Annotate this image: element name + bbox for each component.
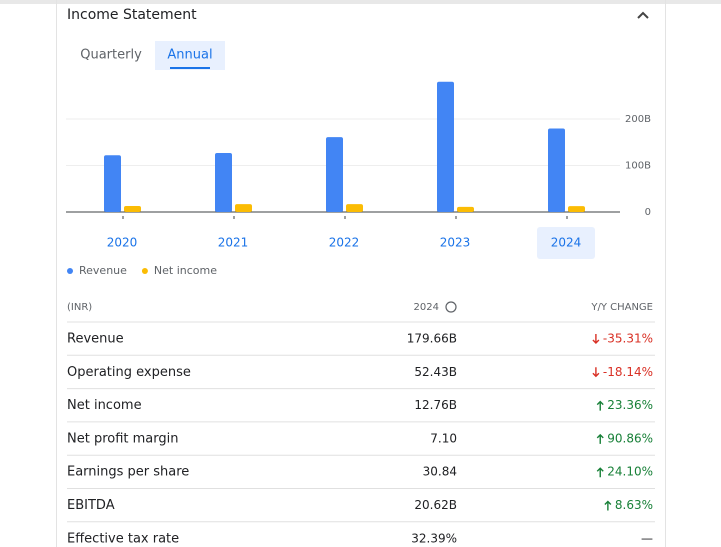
tab-underline <box>170 67 210 69</box>
bar <box>457 206 474 212</box>
bar <box>104 155 121 212</box>
row-value: 7.10 <box>430 431 457 445</box>
row-value: 12.76B <box>414 398 457 412</box>
row-label: Effective tax rate <box>67 531 179 546</box>
trend-arrow <box>604 500 612 511</box>
row-value: 52.43B <box>414 365 457 379</box>
y-tick-label: 100B <box>625 161 651 172</box>
trend-arrow <box>592 367 600 378</box>
bar <box>235 204 252 212</box>
tab-selected-bg <box>155 41 225 70</box>
x-tick-label[interactable]: 2020 <box>107 236 138 250</box>
row-change: -35.31% <box>603 332 653 346</box>
row-change: -18.14% <box>603 365 653 379</box>
trend-arrow <box>596 467 604 478</box>
chart: 0 100B 200B 2020 2021 2022 2023 2024 Revenue Net … <box>66 81 651 277</box>
row-value: 20.62B <box>414 498 457 512</box>
bar <box>346 204 363 212</box>
bar <box>124 205 141 212</box>
legend-label: Revenue <box>79 264 127 277</box>
bar <box>326 137 343 212</box>
year-selected-bg <box>537 227 595 259</box>
row-label: Net income <box>67 398 142 413</box>
trend-arrow <box>596 433 604 444</box>
row-change: 23.36% <box>607 398 653 412</box>
bar <box>215 152 232 212</box>
row-value: 30.84 <box>423 465 457 479</box>
x-tick-label[interactable]: 2023 <box>440 236 471 250</box>
row-label: EBITDA <box>67 498 115 513</box>
row-change: — <box>641 531 653 545</box>
column-header: (INR) <box>67 302 92 313</box>
row-label: Revenue <box>67 332 124 347</box>
x-tick-label[interactable]: 2024 <box>551 236 582 250</box>
trend-arrow <box>592 334 600 344</box>
legend-dot <box>141 268 148 274</box>
y-tick-label: 0 <box>645 207 651 218</box>
legend-label: Net income <box>154 264 217 277</box>
legend-dot <box>67 268 73 274</box>
row-change: 90.86% <box>607 431 653 445</box>
bar <box>548 128 565 212</box>
column-header: 2024 <box>414 302 439 313</box>
top-shadow <box>0 0 721 4</box>
row-change: 8.63% <box>615 498 653 512</box>
row-value: 32.39% <box>411 531 457 545</box>
info-icon[interactable] <box>445 301 457 313</box>
row-value: 179.66B <box>407 332 457 346</box>
y-tick-label: 200B <box>625 114 651 125</box>
bar <box>568 206 585 212</box>
tab[interactable]: Annual <box>167 48 212 63</box>
section-title: Income Statement <box>67 7 197 23</box>
row-label: Net profit margin <box>67 431 178 446</box>
x-tick-label[interactable]: 2022 <box>329 236 360 250</box>
row-change: 24.10% <box>607 465 653 479</box>
column-header: Y/Y CHANGE <box>590 302 653 313</box>
bar <box>437 81 454 212</box>
x-tick-label[interactable]: 2021 <box>218 236 249 250</box>
trend-arrow <box>596 400 604 411</box>
table: (INR) 2024 Y/Y CHANGE Revenue 179.66B -35.31%… <box>67 301 655 546</box>
tab[interactable]: Quarterly <box>80 48 142 63</box>
row-label: Operating expense <box>67 365 191 380</box>
row-label: Earnings per share <box>67 465 189 480</box>
collapse-icon[interactable] <box>637 11 649 19</box>
